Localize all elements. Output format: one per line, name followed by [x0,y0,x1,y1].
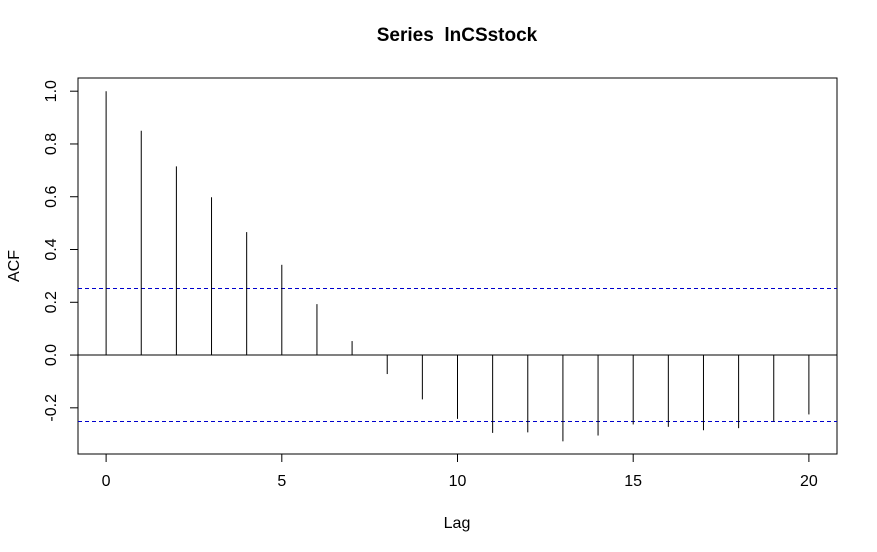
chart-title: Series lnCSstock [377,25,538,46]
x-tick-label: 15 [624,473,642,490]
y-tick-label: 0.8 [43,133,60,155]
acf-spikes [105,91,810,442]
y-tick-label: 1.0 [43,80,60,102]
x-tick-label: 20 [800,473,818,490]
x-axis-label: Lag [444,515,471,532]
y-axis-label: ACF [6,250,23,282]
y-tick-label: 0.0 [43,344,60,366]
confidence-bounds [78,288,837,423]
y-tick-label: 0.4 [43,238,60,260]
y-tick-label: -0.2 [43,394,60,422]
x-axis: 0 5 10 15 20 [102,453,818,490]
y-tick-label: 0.6 [43,186,60,208]
y-axis: -0.2 0.0 0.2 0.4 0.6 0.8 1.0 [43,80,79,422]
y-tick-label: 0.2 [43,291,60,313]
x-tick-label: 10 [449,473,467,490]
x-tick-label: 5 [277,473,286,490]
x-tick-label: 0 [102,473,111,490]
